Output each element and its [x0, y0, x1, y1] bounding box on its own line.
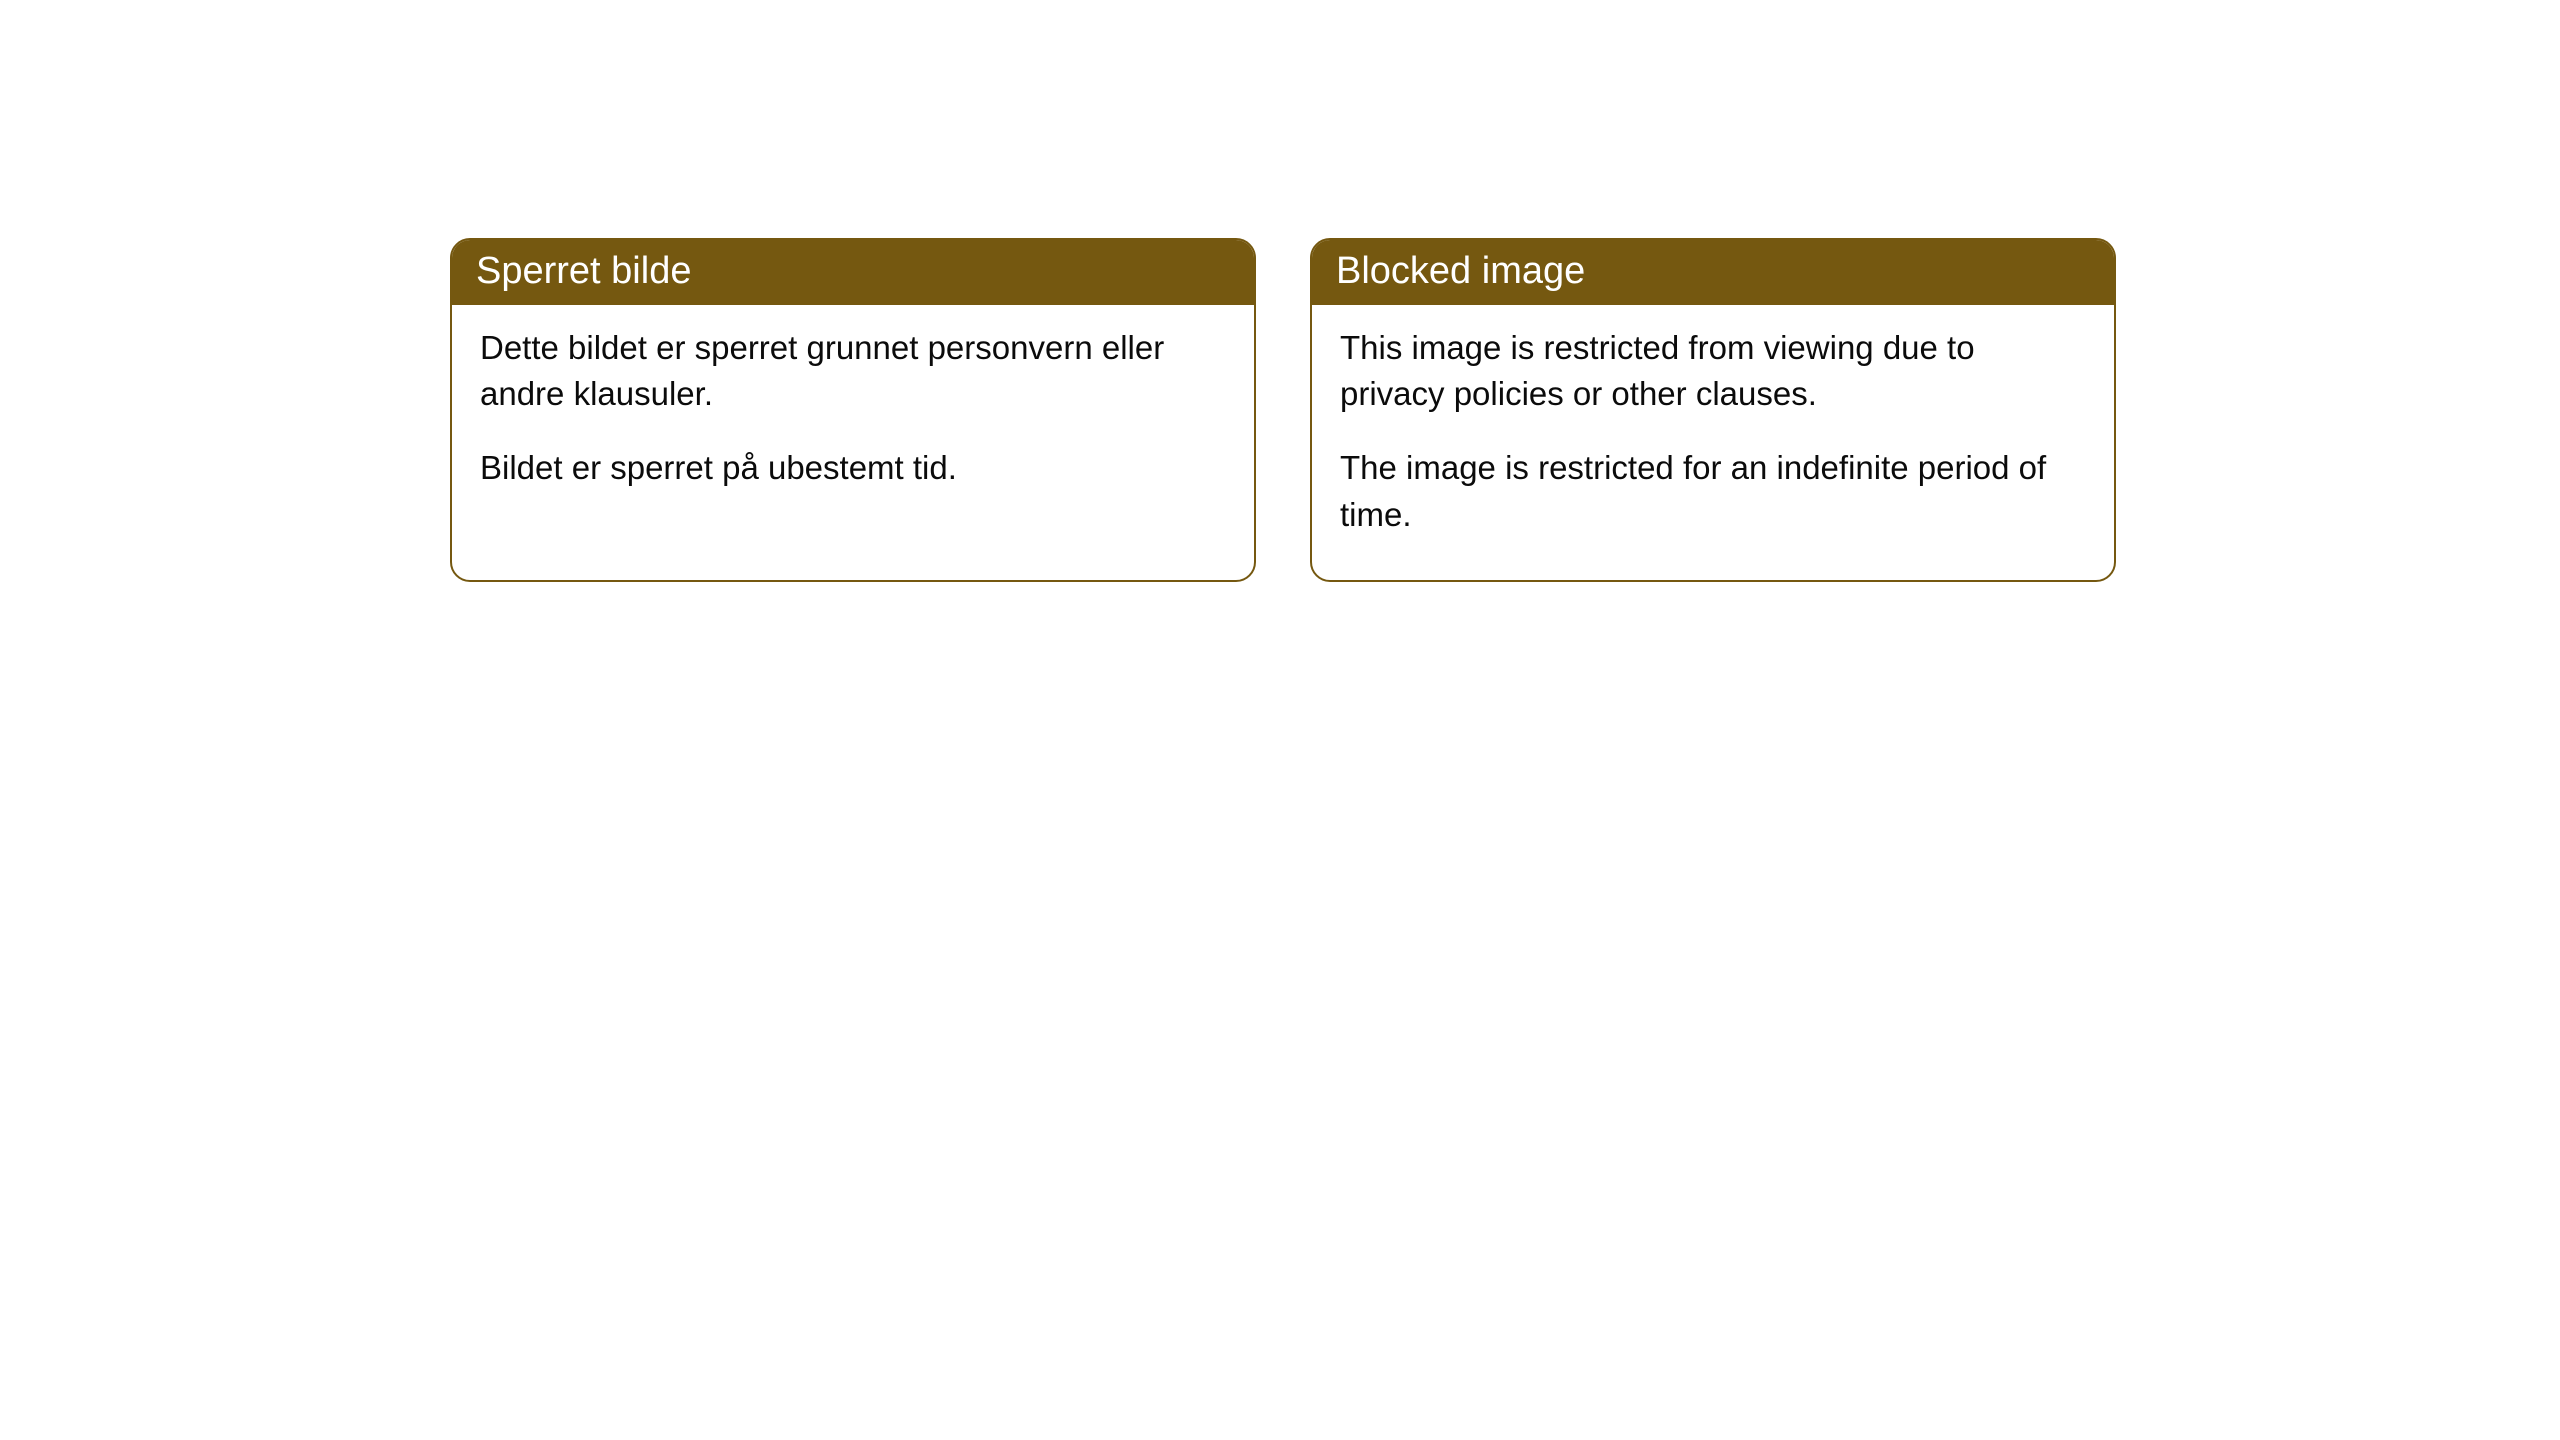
card-duration-text: The image is restricted for an indefinit…	[1340, 445, 2086, 537]
blocked-image-card-norwegian: Sperret bilde Dette bildet er sperret gr…	[450, 238, 1256, 582]
card-title: Sperret bilde	[476, 250, 691, 292]
card-notice-text: Dette bildet er sperret grunnet personve…	[480, 325, 1226, 417]
card-title: Blocked image	[1336, 250, 1585, 292]
card-notice-text: This image is restricted from viewing du…	[1340, 325, 2086, 417]
card-header-english: Blocked image	[1312, 240, 2114, 305]
notice-cards-container: Sperret bilde Dette bildet er sperret gr…	[0, 0, 2560, 582]
card-body-english: This image is restricted from viewing du…	[1312, 305, 2114, 580]
blocked-image-card-english: Blocked image This image is restricted f…	[1310, 238, 2116, 582]
card-header-norwegian: Sperret bilde	[452, 240, 1254, 305]
card-body-norwegian: Dette bildet er sperret grunnet personve…	[452, 305, 1254, 534]
card-duration-text: Bildet er sperret på ubestemt tid.	[480, 445, 1226, 491]
